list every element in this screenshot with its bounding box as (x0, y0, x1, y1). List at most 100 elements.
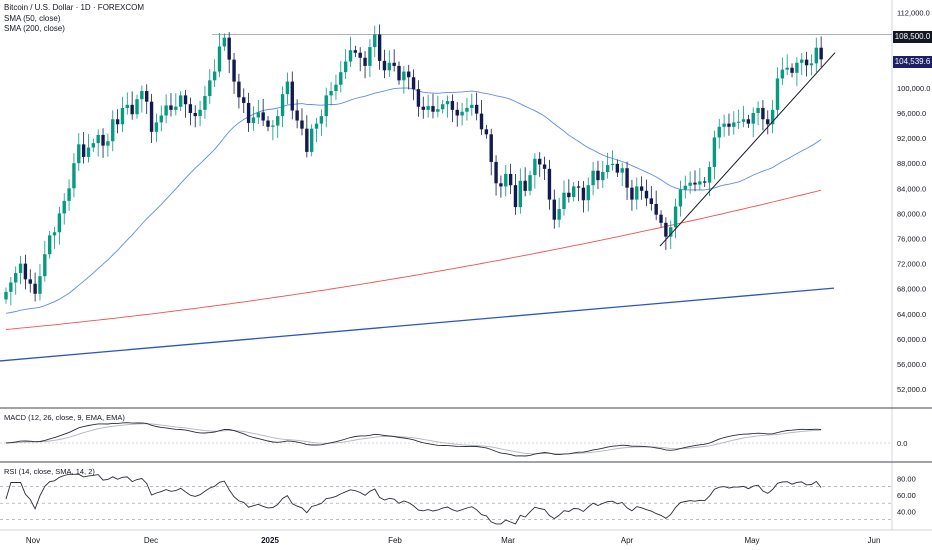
candle (489, 128, 493, 176)
candle-body (533, 158, 537, 176)
candle (722, 114, 726, 137)
candle (324, 87, 328, 128)
macd-legend[interactable]: MACD (12, 26, close, 9, EMA, EMA) (4, 413, 125, 422)
candle-body (38, 276, 42, 294)
candle (397, 61, 401, 85)
price-tick-label: 52,000.0 (897, 385, 926, 394)
candle (790, 63, 794, 78)
candle-body (305, 128, 309, 152)
candle-body (479, 113, 484, 130)
candle (392, 49, 396, 72)
candle (576, 180, 581, 202)
candle-body (343, 61, 348, 73)
candle-body (445, 101, 450, 105)
candle-body (285, 81, 290, 95)
candle (411, 69, 416, 101)
candle (130, 91, 134, 120)
candle (38, 263, 42, 301)
candle-body (300, 120, 304, 129)
candle (736, 109, 741, 130)
candle (382, 49, 387, 79)
candle-body (736, 121, 741, 123)
candle-body (528, 175, 532, 191)
price-tick-label: 88,000.0 (897, 159, 926, 168)
candle-body (761, 107, 765, 120)
candle (513, 173, 518, 215)
candle-body (373, 34, 377, 48)
candle (222, 33, 227, 51)
rsi-legend[interactable]: RSI (14, close, SMA, 14, 2) (4, 467, 95, 476)
sma200-line (5, 189, 822, 330)
candle-body (348, 50, 353, 62)
candle-body (407, 71, 411, 78)
candle (528, 170, 532, 196)
candle-body (193, 112, 197, 117)
price-tick-label: 60,000.0 (897, 335, 926, 344)
rising-support-trendline (659, 52, 836, 247)
candle-body (392, 62, 396, 66)
sma200-legend[interactable]: SMA (200, close) (4, 24, 65, 33)
candle (290, 71, 294, 120)
candle (635, 177, 639, 210)
candle-body (639, 186, 644, 191)
candle-body (140, 91, 144, 100)
candle-body (329, 91, 333, 96)
candle-body (174, 106, 178, 110)
candle-body (106, 141, 110, 146)
candle-body (630, 187, 634, 200)
candle-body (664, 222, 668, 237)
candle-body (96, 134, 100, 144)
candle (698, 167, 702, 191)
macd-signal-line (5, 423, 822, 455)
candle (358, 47, 362, 72)
candle-body (309, 128, 314, 152)
candle-body (217, 46, 222, 72)
candle (421, 96, 425, 119)
candle-body (203, 96, 207, 110)
candle (402, 66, 406, 94)
chart-title: Bitcoin / U.S. Dollar · 1D · FOREXCOM (4, 3, 145, 12)
candle (334, 74, 338, 100)
candle-body (741, 119, 746, 122)
time-tick-label: Feb (388, 536, 402, 545)
candle-body (416, 89, 421, 107)
resistance-price-tag: 108,500.0 (893, 31, 932, 43)
candle (159, 105, 163, 132)
candle-body (756, 107, 760, 113)
candle (353, 45, 358, 58)
candle-body (659, 214, 663, 223)
candle (504, 164, 508, 197)
candle (203, 85, 207, 119)
candle-body (809, 63, 814, 66)
candle (348, 36, 353, 68)
candle-body (688, 182, 692, 186)
candle-body (703, 181, 707, 183)
candle (174, 93, 178, 116)
candle-body (101, 134, 105, 146)
candle-body (669, 227, 673, 237)
candle-body (159, 115, 163, 123)
candle (28, 269, 32, 293)
candle (23, 254, 28, 290)
candle (266, 116, 270, 132)
candle (246, 92, 251, 132)
candle-body (222, 37, 227, 47)
sma50-legend[interactable]: SMA (50, close) (4, 14, 61, 23)
candle-body (237, 81, 241, 98)
candle (659, 210, 663, 228)
candle-body (450, 101, 455, 110)
candle (271, 120, 275, 141)
time-tick-label: Apr (621, 536, 634, 545)
candle (814, 37, 818, 73)
candle-body (567, 192, 571, 198)
candle-body (508, 173, 513, 186)
candle-body (130, 104, 134, 115)
candle-body (232, 59, 236, 82)
candle-body (474, 104, 479, 114)
candle (43, 240, 47, 282)
candle-body (707, 166, 712, 183)
candle (571, 182, 576, 202)
candle (800, 52, 804, 76)
